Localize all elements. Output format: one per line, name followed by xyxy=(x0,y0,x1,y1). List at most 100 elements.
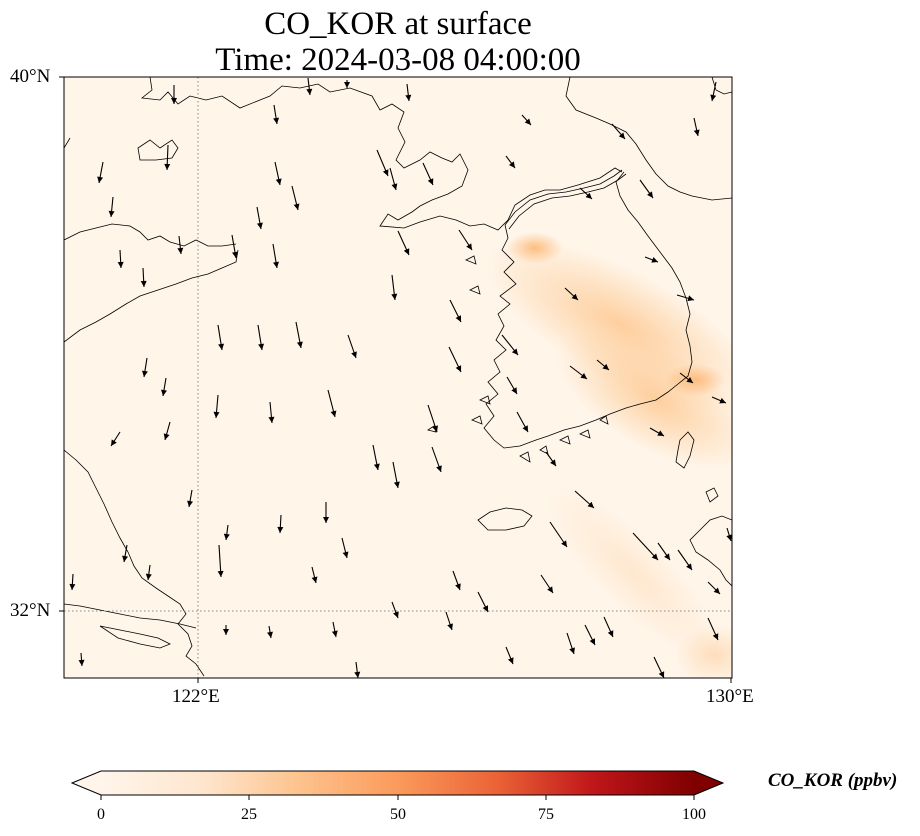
gridlines xyxy=(64,77,732,678)
wind-vector-head xyxy=(273,261,279,268)
lon-label-130e: 130°E xyxy=(706,686,754,707)
wind-vector-head xyxy=(693,129,700,136)
wind-vector-head xyxy=(69,583,76,590)
wind-vector-head xyxy=(511,387,517,394)
wind-vector-head xyxy=(466,243,472,250)
wind-vector-head xyxy=(382,169,389,176)
wind-vector-head xyxy=(482,605,488,612)
wind-vector-head xyxy=(391,183,398,190)
wind-vector-head xyxy=(719,397,726,404)
wind-vector-head xyxy=(122,555,128,562)
wind-vector-head xyxy=(351,351,357,358)
wind-vector-head xyxy=(589,638,595,645)
wind-vector-head xyxy=(331,630,338,637)
colorbar-tick-50: 50 xyxy=(390,806,406,823)
wind-vector-head xyxy=(664,553,670,560)
wind-vector-head xyxy=(161,389,167,396)
wind-vector-head xyxy=(686,563,692,570)
wind-vector-head xyxy=(455,365,462,372)
lon-label-122e: 122°E xyxy=(172,686,220,707)
wind-vector-head xyxy=(117,261,124,268)
wind-vector-head xyxy=(511,348,518,355)
wind-vector-head xyxy=(447,623,453,630)
wind-vector-head xyxy=(293,203,300,210)
wind-vector-head xyxy=(522,425,528,432)
wind-vector-head xyxy=(587,501,594,508)
colorbar-tick-100: 100 xyxy=(682,806,706,823)
colorbar-body xyxy=(101,771,694,795)
wind-vector-head xyxy=(687,295,694,302)
colorbar-tick-75: 75 xyxy=(538,806,554,823)
wind-vector-head xyxy=(658,671,665,678)
colorbar xyxy=(70,770,725,800)
wind-vector-head xyxy=(273,117,280,124)
wind-vector-head xyxy=(275,178,282,185)
wind-vector-head xyxy=(354,671,361,678)
wind-vector-head xyxy=(547,586,553,593)
wind-vector-head xyxy=(580,372,587,379)
wind-vector-head xyxy=(97,176,104,183)
coastlines xyxy=(64,77,732,677)
wind-vector-head xyxy=(323,517,329,523)
co-plume xyxy=(486,232,732,678)
wind-vector-head xyxy=(164,163,171,170)
wind-vector-head xyxy=(213,411,220,418)
wind-vector-head xyxy=(455,315,461,322)
wind-vector-head xyxy=(571,293,578,300)
wind-vector-head xyxy=(232,251,238,258)
wind-vector-head xyxy=(296,341,303,348)
wind-vector-head xyxy=(710,94,717,101)
map-frame xyxy=(63,76,733,679)
wind-vector-head xyxy=(268,416,275,423)
map-title: CO_KOR at surface xyxy=(264,6,532,42)
wind-vector-head xyxy=(393,481,400,488)
wind-vector-head xyxy=(163,433,170,440)
wind-vector-head xyxy=(403,248,410,255)
colorbar-tick-0: 0 xyxy=(97,806,105,823)
wind-vector-head xyxy=(344,82,350,88)
wind-vector-head xyxy=(393,611,399,618)
wind-vector-head xyxy=(712,633,719,640)
wind-vector-head xyxy=(651,257,658,263)
map-subtitle-time: Time: 2024-03-08 04:00:00 xyxy=(215,42,581,78)
wind-vector-head xyxy=(256,222,263,229)
wind-vector-head xyxy=(524,118,531,125)
wind-vector-head xyxy=(217,570,224,577)
colorbar-label: CO_KOR (ppbv) xyxy=(768,770,898,791)
wind-vector-head xyxy=(145,573,152,580)
wind-vector-head xyxy=(405,94,412,101)
wind-vector-head xyxy=(218,343,225,350)
wind-vector-head xyxy=(187,500,193,507)
wind-vector-head xyxy=(455,583,461,590)
colorbar-max-extend xyxy=(694,771,723,795)
wind-vector-head xyxy=(509,161,515,168)
wind-vector-head xyxy=(427,178,434,185)
colorbar-tick-25: 25 xyxy=(241,806,257,823)
wind-vector-head xyxy=(436,465,442,472)
wind-vector-head xyxy=(569,647,575,654)
wind-vector-head xyxy=(277,526,284,533)
wind-vector-head xyxy=(177,247,184,254)
wind-vector-head xyxy=(258,343,265,350)
wind-vector-head xyxy=(223,533,230,540)
wind-vector-head xyxy=(140,280,147,287)
wind-vector-head xyxy=(311,576,318,583)
wind-vector-head xyxy=(78,659,85,666)
wind-vector-head xyxy=(561,540,567,547)
wind-vector-head xyxy=(141,370,148,377)
wind-vector-head xyxy=(171,98,177,104)
wind-vector-head xyxy=(726,534,732,541)
wind-vector-head xyxy=(507,657,514,664)
lat-label-32n: 32°N xyxy=(10,600,51,621)
wind-vector-head xyxy=(108,210,115,217)
wind-vector-head xyxy=(585,192,592,199)
wind-vector-head xyxy=(602,363,609,370)
wind-vector-head xyxy=(391,293,398,300)
wind-vector-head xyxy=(373,463,380,470)
lat-label-40n: 40°N xyxy=(10,66,51,87)
wind-vector-head xyxy=(713,587,720,594)
colorbar-min-extend xyxy=(72,771,101,795)
wind-vector-head xyxy=(550,459,556,466)
wind-vector-head xyxy=(330,410,337,417)
wind-vector-head xyxy=(647,191,653,198)
